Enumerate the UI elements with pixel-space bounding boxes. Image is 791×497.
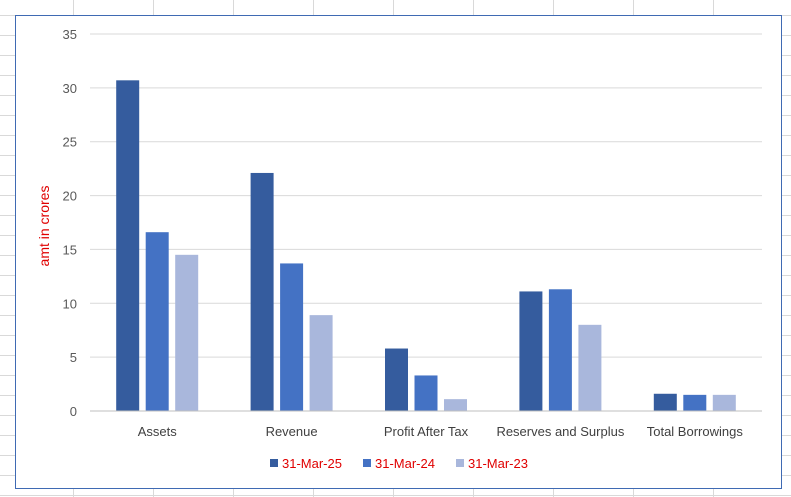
y-axis-ticks: 0 5 10 15 20 25 30 35 — [63, 27, 77, 419]
y-tick-label: 0 — [70, 404, 77, 419]
bars — [116, 80, 736, 412]
bar — [385, 348, 408, 411]
bar — [116, 80, 140, 412]
bar — [145, 232, 169, 411]
bar — [683, 394, 707, 411]
legend: 31-Mar-25 31-Mar-24 31-Mar-23 — [270, 456, 528, 471]
legend-swatch — [363, 459, 371, 467]
y-tick-label: 30 — [63, 81, 77, 96]
bar — [548, 289, 572, 411]
bar — [309, 315, 333, 411]
legend-label: 31-Mar-25 — [282, 456, 342, 471]
gridlines — [90, 33, 762, 358]
x-axis-categories: Assets Revenue Profit After Tax Reserves an… — [138, 424, 744, 439]
y-tick-label: 25 — [63, 135, 77, 150]
y-axis-label: amt in crores — [36, 186, 52, 267]
bar — [250, 172, 274, 411]
legend-swatch — [270, 459, 278, 467]
bar — [519, 291, 543, 411]
y-tick-label: 5 — [70, 350, 77, 365]
x-tick-label: Assets — [138, 424, 178, 439]
bar — [444, 399, 467, 411]
y-tick-label: 35 — [63, 27, 77, 42]
y-tick-label: 15 — [63, 242, 77, 257]
legend-label: 31-Mar-24 — [375, 456, 435, 471]
x-tick-label: Total Borrowings — [647, 424, 744, 439]
y-tick-label: 10 — [63, 296, 77, 311]
bar — [578, 324, 602, 411]
legend-swatch — [456, 459, 464, 467]
bar — [280, 263, 304, 411]
bar — [414, 375, 438, 411]
x-tick-label: Revenue — [266, 424, 318, 439]
y-tick-label: 20 — [63, 189, 77, 204]
bar — [653, 393, 677, 411]
legend-label: 31-Mar-23 — [468, 456, 528, 471]
x-tick-label: Reserves and Surplus — [496, 424, 624, 439]
bar — [175, 254, 199, 411]
bar — [712, 394, 736, 411]
x-tick-label: Profit After Tax — [384, 424, 469, 439]
